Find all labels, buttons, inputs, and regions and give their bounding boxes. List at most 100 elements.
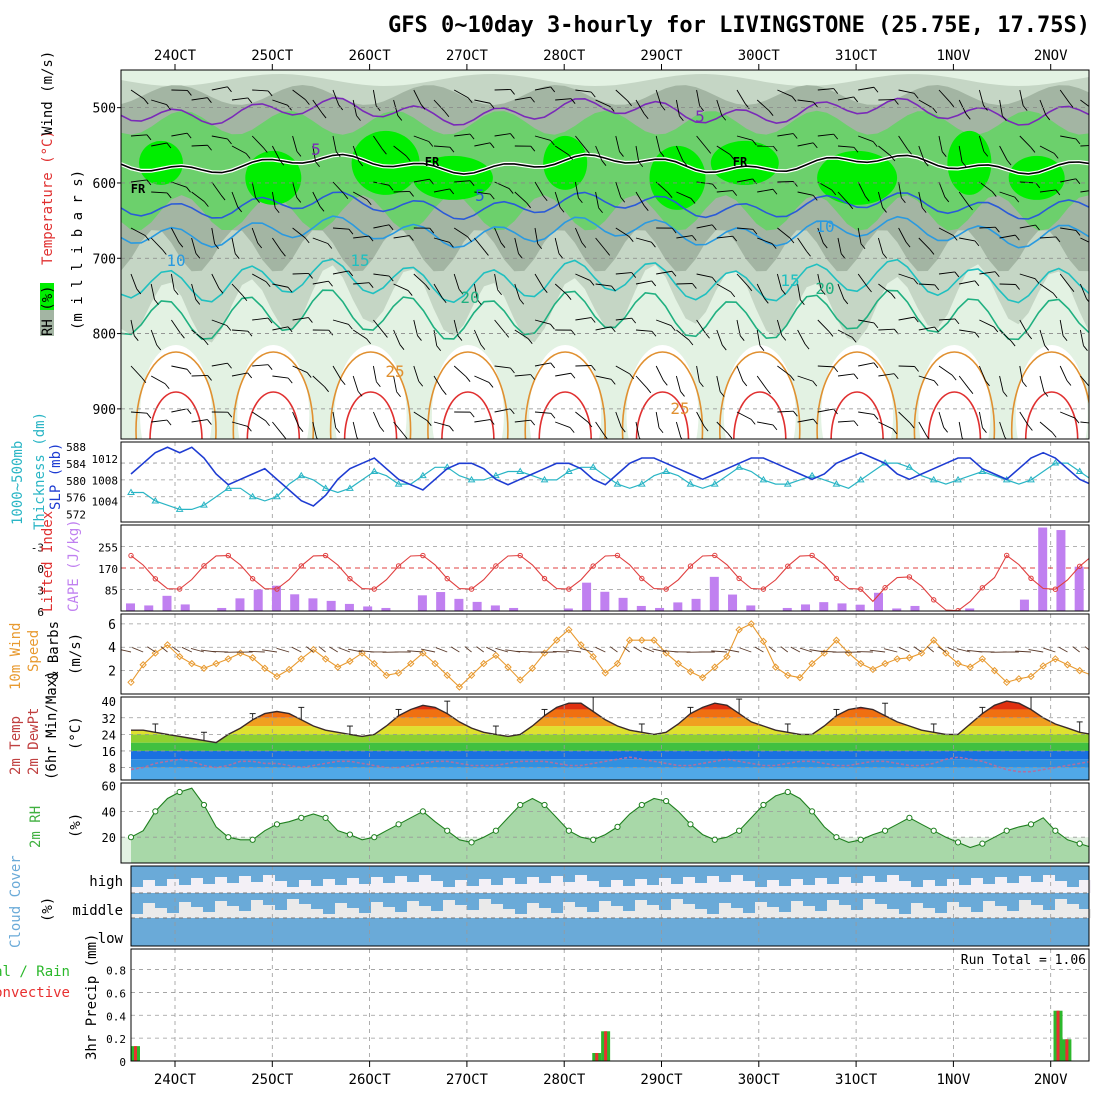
wind-barb — [898, 227, 907, 243]
wind-barb — [494, 365, 511, 369]
barb-flag — [1028, 425, 1033, 431]
isotherm-30 — [635, 391, 690, 439]
barb-flag — [343, 193, 349, 200]
barb-flag — [570, 329, 576, 336]
wind-barb — [373, 319, 384, 333]
barb-flag — [1096, 424, 1100, 429]
cape-bar — [253, 589, 263, 611]
barb-flag — [1051, 432, 1057, 438]
rh2m-panel — [121, 783, 1089, 863]
barb-flag — [591, 365, 596, 371]
cloud-mid-gap — [983, 901, 995, 918]
isotherm-25 — [621, 351, 704, 439]
cloud-mid-gap — [899, 914, 911, 918]
wind-barb — [938, 411, 945, 428]
cloud-mid-gap — [767, 907, 779, 918]
cloud-mid-gap — [623, 911, 635, 918]
wind-barb — [1019, 411, 1029, 426]
cloud-high-gap — [755, 887, 767, 893]
wind-barb — [595, 99, 611, 107]
barb-flag — [646, 387, 652, 394]
cape-bar — [436, 592, 446, 611]
wind-barb — [130, 411, 147, 414]
barb-flag — [763, 298, 769, 304]
wind10-point — [747, 620, 755, 628]
barb-flag — [136, 288, 142, 295]
wind-barb — [858, 86, 875, 91]
temp-bands — [131, 701, 1089, 780]
barb-flag — [542, 195, 548, 202]
barb-flag — [954, 271, 960, 278]
temp2m-panel — [121, 697, 1089, 780]
wind-barb — [514, 191, 527, 204]
cloud-mid-gap — [911, 903, 923, 918]
wind-barb — [918, 326, 935, 331]
isotherm-label: 10 — [166, 251, 185, 270]
cloud-mid-gap — [815, 911, 827, 918]
isotherm-25 — [135, 351, 217, 439]
barb-flag — [860, 243, 866, 250]
wind-barb — [151, 99, 167, 105]
barb-flag — [660, 104, 666, 111]
barb-flag — [719, 391, 725, 397]
wind10-barb — [1028, 649, 1044, 653]
barb-flag — [444, 111, 450, 118]
pressure-tick-label: 800 — [93, 328, 116, 343]
barb-flag — [680, 391, 685, 397]
wind10-point — [321, 655, 330, 663]
wind-barb — [1019, 319, 1029, 335]
wind-barb — [777, 133, 794, 137]
wind-barb — [1059, 273, 1071, 287]
wind-barb — [534, 319, 551, 325]
cloud-high-gap — [683, 877, 695, 893]
wind-barb — [1060, 411, 1076, 419]
thickness-point — [419, 471, 427, 479]
temp2m-label-b: 2m DewPt — [26, 708, 42, 775]
barb-flag — [255, 197, 260, 203]
cloud-high-gap — [875, 882, 887, 893]
wind-barb — [635, 145, 640, 162]
wind-barb — [433, 421, 450, 427]
cloud-mid-gap — [431, 911, 443, 918]
precip-conv-bar — [595, 1053, 599, 1061]
wind-barb — [655, 89, 662, 106]
wind10-point — [698, 673, 707, 682]
wind-barb — [878, 328, 895, 331]
wind-barb — [211, 362, 228, 367]
barb-flag — [893, 373, 899, 380]
cape-bar — [691, 598, 701, 611]
thickness-line — [131, 462, 1089, 510]
cape-bar — [910, 605, 920, 611]
wind10-barb — [739, 647, 752, 653]
top-date-label: 28OCT — [543, 48, 586, 64]
cloud-mid-gap — [851, 910, 863, 918]
barb-flag — [550, 323, 555, 330]
rh-tick: 20 — [102, 831, 116, 845]
wind10-point — [735, 625, 743, 634]
cloud-mid-gap — [863, 899, 875, 918]
cloud-high-gap — [923, 880, 935, 893]
wind-barb — [312, 99, 323, 114]
cloud-level-middle: middle — [72, 903, 123, 919]
wind-barb — [575, 89, 592, 93]
barb-flag — [974, 280, 980, 287]
wind10-point — [942, 649, 950, 657]
rh-label: RH (%) — [40, 285, 56, 336]
cloud-high-gap — [743, 881, 755, 893]
wind10-line — [130, 623, 1089, 688]
cloud-high-gap — [1079, 880, 1091, 893]
wind10-barb — [190, 648, 205, 653]
barb-flag — [146, 134, 152, 141]
wind10-barb — [450, 646, 460, 653]
isotherm-25 — [427, 351, 509, 439]
rh-point — [881, 827, 889, 834]
barb-flag — [1014, 234, 1020, 241]
barb-flag — [550, 412, 556, 419]
wind-barb — [251, 273, 267, 283]
isotherm-30 — [927, 391, 982, 439]
wind-barb — [393, 235, 410, 239]
barb-flag — [388, 184, 394, 191]
thick-frame — [120, 441, 1090, 523]
wind-barb — [959, 329, 976, 333]
temp-tick: 8 — [109, 762, 116, 776]
